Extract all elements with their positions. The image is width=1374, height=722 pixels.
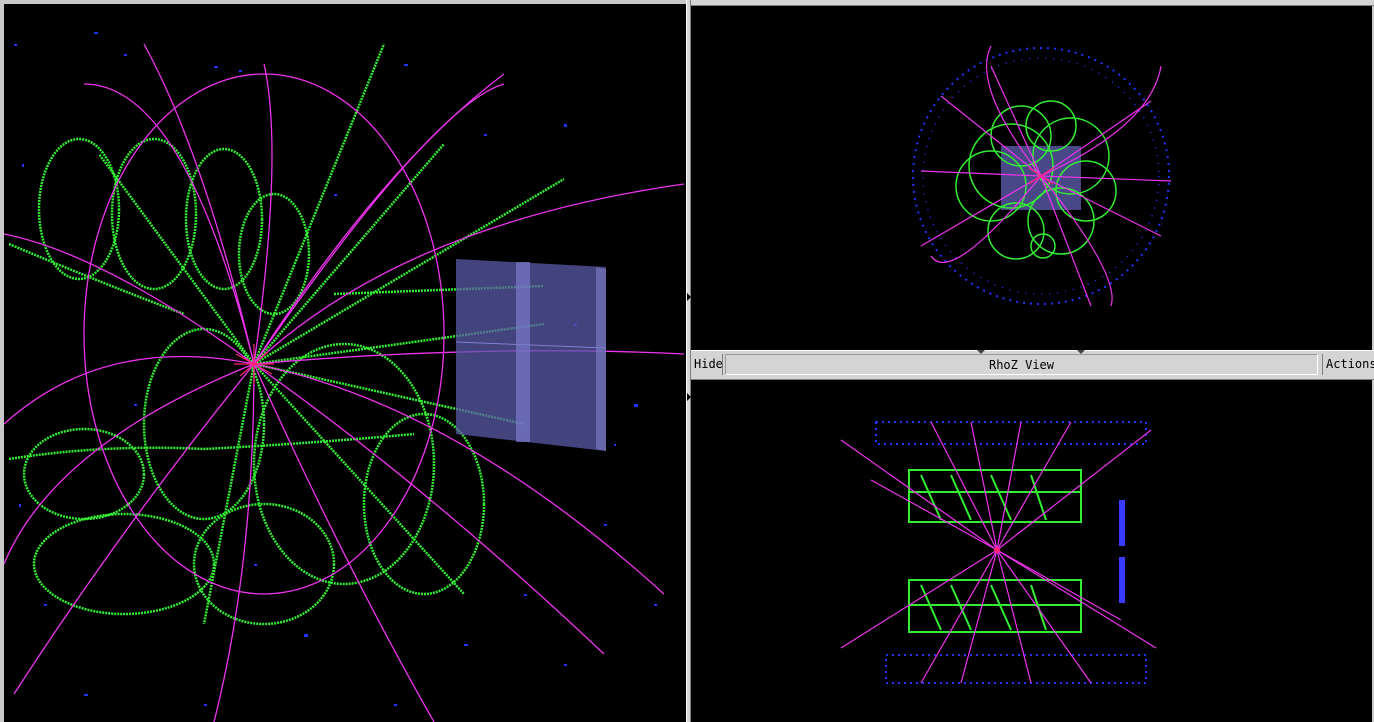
charged-tracks-rhoz bbox=[840, 421, 1157, 684]
calorimeter-block-rphi bbox=[1001, 146, 1081, 210]
top-frame-edge bbox=[691, 0, 1374, 6]
rhoz-view-title[interactable]: RhoZ View bbox=[725, 354, 1318, 375]
charged-tracks-3d bbox=[4, 43, 685, 722]
primary-vertex-rhoz bbox=[994, 547, 1000, 553]
primary-vertex-rphi bbox=[1028, 167, 1054, 185]
rhoz-view-titlebar: Hide RhoZ View Actions bbox=[691, 350, 1374, 380]
rphi-event-display[interactable] bbox=[691, 6, 1372, 350]
calorimeter-block bbox=[455, 259, 607, 451]
rhoz-event-viewer[interactable] bbox=[691, 380, 1372, 722]
muon-chamber-blocks bbox=[1119, 500, 1125, 603]
splitter-arrow-icon[interactable] bbox=[687, 293, 691, 301]
vertical-splitter[interactable] bbox=[686, 0, 691, 722]
helix-tracks-rhoz bbox=[908, 469, 1082, 633]
charged-tracks-rphi bbox=[920, 45, 1172, 307]
rphi-event-viewer[interactable] bbox=[691, 6, 1372, 350]
3d-event-display[interactable] bbox=[4, 4, 686, 722]
splitter-arrow-icon[interactable] bbox=[687, 393, 691, 401]
hits-rphi bbox=[912, 47, 1170, 305]
hits-rhoz bbox=[875, 421, 1147, 684]
actions-button[interactable]: Actions bbox=[1322, 354, 1374, 375]
helix-tracks-rphi bbox=[955, 100, 1117, 260]
rhoz-event-display[interactable] bbox=[691, 380, 1372, 722]
3d-event-viewer[interactable] bbox=[4, 4, 686, 722]
hide-button[interactable]: Hide bbox=[691, 354, 723, 375]
dock-notch-icon bbox=[977, 350, 985, 354]
primary-vertex bbox=[234, 344, 274, 384]
hits-3d bbox=[14, 32, 657, 706]
dock-notch-icon bbox=[1077, 350, 1085, 354]
